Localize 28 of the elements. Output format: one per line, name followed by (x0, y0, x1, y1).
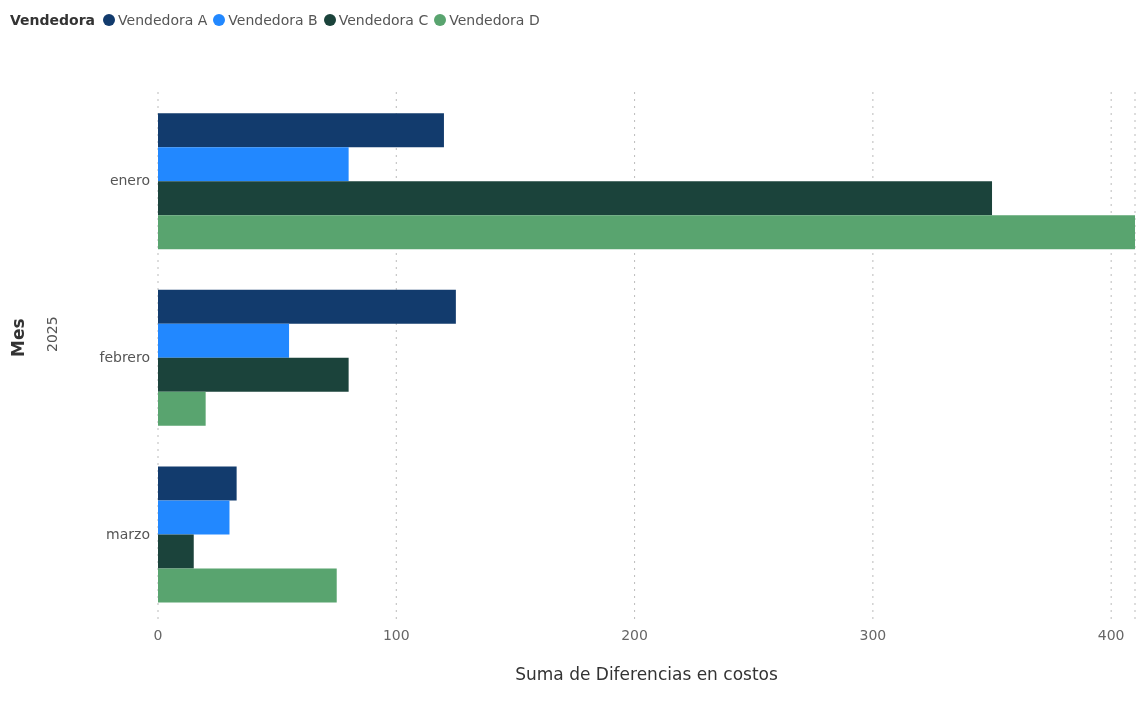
legend-title: Vendedora (10, 12, 96, 28)
x-tick-label: 400 (1097, 626, 1125, 643)
x-tick-label: 200 (621, 626, 648, 643)
x-tick-label: 100 (382, 626, 410, 643)
bar (158, 500, 230, 535)
x-tick-label: 0 (153, 626, 163, 643)
y-axis-title: Mes (8, 318, 29, 357)
bar (158, 391, 206, 426)
bar (158, 323, 290, 358)
legend-label: Vendedora B (228, 12, 318, 28)
legend-label: Vendedora C (338, 12, 429, 28)
bar (158, 113, 444, 148)
y-tick-label: febrero (99, 348, 150, 365)
x-tick-label: 300 (859, 626, 887, 643)
y-tick-label: marzo (106, 525, 150, 542)
bar (158, 147, 349, 182)
legend-label: Vendedora A (118, 12, 208, 28)
y-tick-label: enero (109, 172, 150, 189)
bar (158, 289, 456, 324)
x-axis-title: Suma de Diferencias en costos (515, 664, 778, 684)
bar (158, 357, 349, 392)
bar (158, 215, 1135, 250)
legend-label: Vendedora D (449, 12, 540, 28)
text: 2025 (44, 316, 60, 352)
bar (158, 568, 337, 603)
bar (158, 466, 237, 501)
bar (158, 181, 993, 216)
bar (158, 534, 194, 569)
